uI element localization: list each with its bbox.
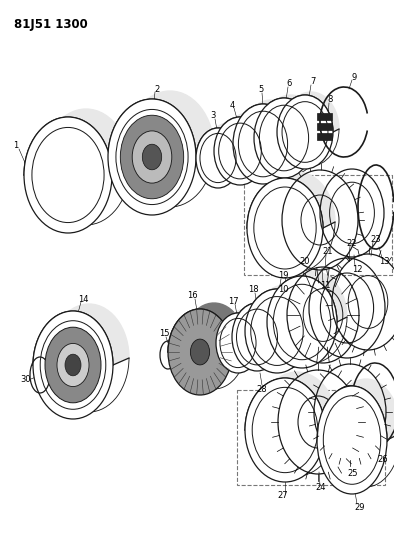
Polygon shape <box>232 299 290 337</box>
Ellipse shape <box>232 303 282 371</box>
Text: 16: 16 <box>187 292 197 301</box>
Ellipse shape <box>233 104 293 184</box>
Text: 19: 19 <box>278 271 288 280</box>
Ellipse shape <box>33 311 113 419</box>
Polygon shape <box>254 95 321 138</box>
Text: 13: 13 <box>379 256 389 265</box>
Polygon shape <box>247 172 335 228</box>
Text: 24: 24 <box>316 483 326 492</box>
Ellipse shape <box>317 386 387 494</box>
Text: 5: 5 <box>258 85 264 94</box>
Polygon shape <box>108 91 214 157</box>
Text: 2: 2 <box>154 85 160 93</box>
Ellipse shape <box>132 131 172 183</box>
Ellipse shape <box>168 309 232 395</box>
Ellipse shape <box>254 98 314 178</box>
Text: 29: 29 <box>355 503 365 512</box>
Polygon shape <box>33 304 129 365</box>
Ellipse shape <box>24 117 112 233</box>
Text: 81J51 1300: 81J51 1300 <box>14 18 88 31</box>
Text: 28: 28 <box>256 384 267 393</box>
Ellipse shape <box>196 128 240 188</box>
Text: 12: 12 <box>352 264 362 273</box>
Bar <box>317 133 332 140</box>
Text: 21: 21 <box>323 247 333 256</box>
Text: 15: 15 <box>159 328 169 337</box>
Text: 17: 17 <box>228 296 238 305</box>
Text: 20: 20 <box>300 256 310 265</box>
Ellipse shape <box>45 327 101 403</box>
Text: 22: 22 <box>347 238 357 247</box>
Ellipse shape <box>245 378 325 482</box>
Text: 23: 23 <box>371 235 381 244</box>
Text: 8: 8 <box>327 94 333 103</box>
Text: 26: 26 <box>378 455 388 464</box>
Text: 6: 6 <box>286 79 292 88</box>
Polygon shape <box>233 100 301 144</box>
Bar <box>237 390 385 485</box>
Text: 7: 7 <box>310 77 316 86</box>
Ellipse shape <box>190 339 210 365</box>
Text: 1: 1 <box>13 141 19 149</box>
Text: 11: 11 <box>320 280 330 289</box>
Text: 30: 30 <box>21 376 31 384</box>
Bar <box>244 175 392 275</box>
Text: 27: 27 <box>278 491 288 500</box>
Text: 18: 18 <box>248 286 258 295</box>
Polygon shape <box>216 309 268 343</box>
Text: 10: 10 <box>278 286 288 295</box>
Ellipse shape <box>277 95 333 169</box>
Ellipse shape <box>120 115 184 199</box>
Ellipse shape <box>216 313 260 373</box>
Polygon shape <box>317 379 394 440</box>
Bar <box>317 113 332 120</box>
Polygon shape <box>196 123 250 158</box>
Ellipse shape <box>142 144 162 169</box>
Text: 14: 14 <box>78 295 88 303</box>
Ellipse shape <box>214 117 266 185</box>
Text: 9: 9 <box>351 72 357 82</box>
Text: 4: 4 <box>229 101 234 109</box>
Polygon shape <box>245 285 317 331</box>
Ellipse shape <box>247 178 323 278</box>
Polygon shape <box>168 303 246 352</box>
Ellipse shape <box>108 99 196 215</box>
Polygon shape <box>267 271 347 322</box>
Text: 3: 3 <box>210 111 216 120</box>
Ellipse shape <box>267 276 337 368</box>
Polygon shape <box>24 109 130 175</box>
Text: 25: 25 <box>348 469 358 478</box>
Ellipse shape <box>57 343 89 386</box>
Polygon shape <box>245 372 337 430</box>
Ellipse shape <box>65 354 81 376</box>
Ellipse shape <box>245 289 309 373</box>
Polygon shape <box>277 92 339 132</box>
Bar <box>317 123 332 130</box>
Polygon shape <box>214 113 274 151</box>
